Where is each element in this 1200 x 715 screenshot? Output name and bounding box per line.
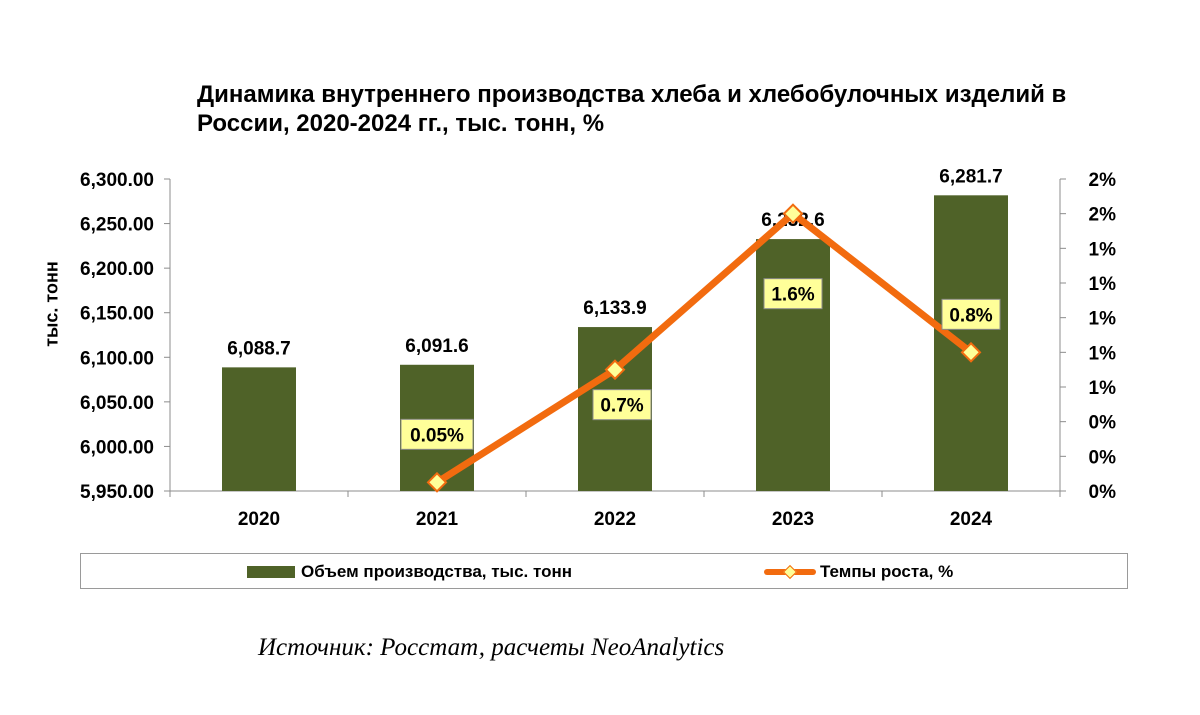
bar-data-label: 6,133.9 <box>583 298 646 319</box>
y-tick-label: 6,100.00 <box>80 348 154 369</box>
y-tick-label: 5,950.00 <box>80 482 154 503</box>
growth-label-box <box>592 389 652 421</box>
y-tick-label: 6,250.00 <box>80 215 154 236</box>
y2-tick-label: 0% <box>1089 413 1117 434</box>
y-tick-label: 6,150.00 <box>80 304 154 325</box>
growth-data-label: 0.7% <box>600 396 643 417</box>
growth-label-box <box>941 298 1001 330</box>
source-note: Источник: Росстат, расчеты NeoAnalytics <box>258 634 725 661</box>
legend-item-volume: Объем производства, тыс. тонн <box>247 554 572 590</box>
growth-label-box <box>763 278 823 310</box>
bar-data-label: 6,091.6 <box>405 336 468 357</box>
legend-bar-swatch <box>247 566 295 578</box>
chart-title: Динамика внутреннего производства хлеба … <box>197 81 1067 137</box>
bar <box>756 239 830 491</box>
y2-tick-label: 1% <box>1089 343 1117 364</box>
growth-data-label: 0.05% <box>410 425 464 446</box>
x-tick-label: 2024 <box>950 509 993 530</box>
x-tick-label: 2020 <box>238 509 280 530</box>
y-axis-title: тыс. тонн <box>41 261 62 347</box>
y2-tick-label: 1% <box>1089 274 1117 295</box>
growth-line <box>435 210 974 486</box>
x-tick-label: 2021 <box>416 509 459 530</box>
legend-label-growth: Темпы роста, % <box>820 562 954 581</box>
y2-tick-label: 0% <box>1089 447 1117 468</box>
growth-data-label: 0.8% <box>949 305 992 326</box>
bar-data-label: 6,281.7 <box>939 166 1002 187</box>
legend-item-growth: Темпы роста, % <box>764 554 953 590</box>
y2-tick-label: 1% <box>1089 378 1117 399</box>
y2-tick-label: 1% <box>1089 309 1117 330</box>
bar <box>222 367 296 491</box>
y2-tick-label: 2% <box>1089 170 1117 191</box>
growth-marker <box>604 359 626 381</box>
y2-tick-label: 0% <box>1089 482 1117 503</box>
growth-marker <box>426 471 448 493</box>
growth-data-label: 1.6% <box>771 285 814 306</box>
growth-marker <box>782 203 804 225</box>
legend: Объем производства, тыс. тонн Темпы рост… <box>80 553 1128 589</box>
x-tick-label: 2023 <box>772 509 814 530</box>
x-tick-label: 2022 <box>594 509 636 530</box>
y2-tick-label: 1% <box>1089 239 1117 260</box>
growth-marker <box>960 341 982 363</box>
y-tick-label: 6,050.00 <box>80 393 154 414</box>
legend-line-swatch <box>764 564 816 580</box>
legend-label-volume: Объем производства, тыс. тонн <box>301 562 572 581</box>
y-tick-label: 6,000.00 <box>80 437 154 458</box>
y-tick-label: 6,200.00 <box>80 259 154 280</box>
y-tick-label: 6,300.00 <box>80 170 154 191</box>
y2-tick-label: 2% <box>1089 205 1117 226</box>
bar-data-label: 6,088.7 <box>227 338 290 359</box>
growth-label-box <box>400 418 474 450</box>
